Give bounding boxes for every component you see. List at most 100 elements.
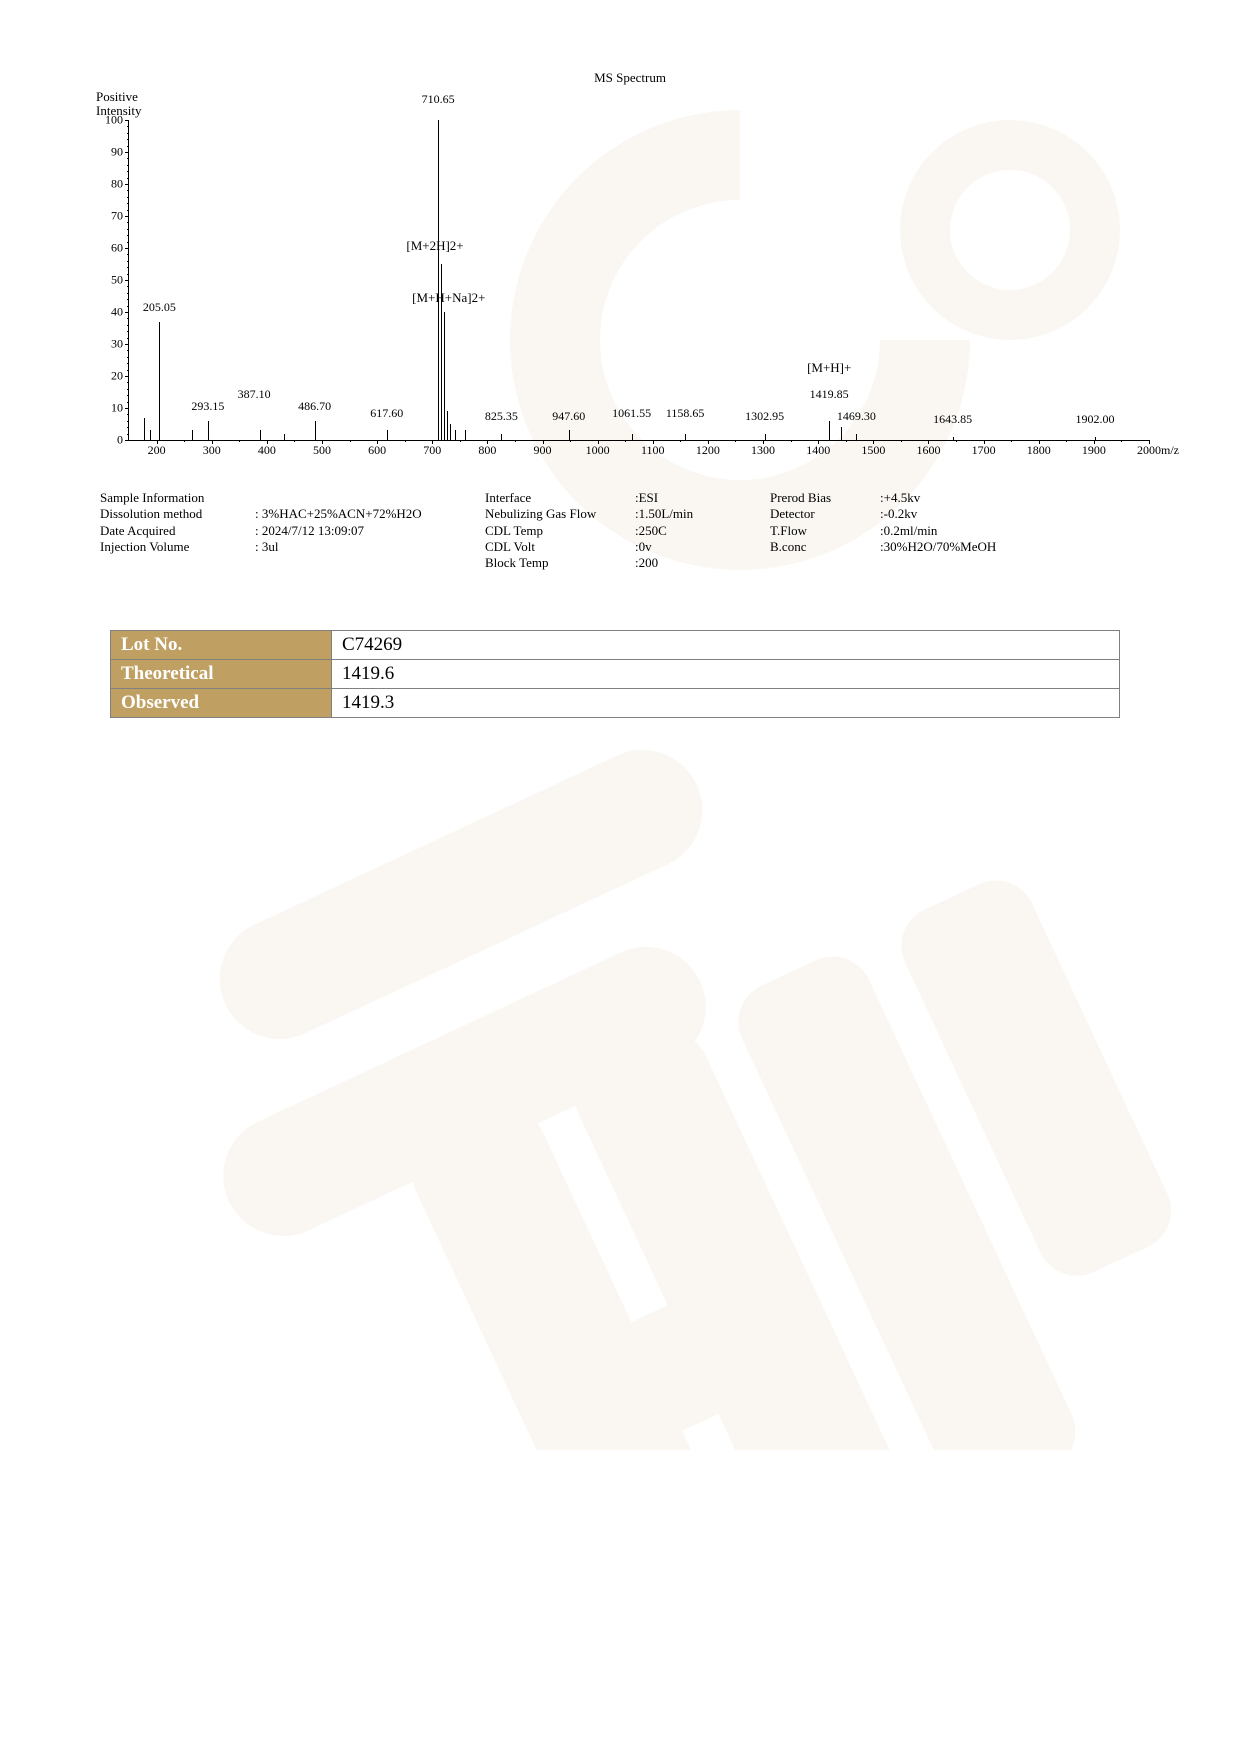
x-tick-label: 2000	[1137, 443, 1161, 458]
x-tick-label: 900	[534, 443, 552, 458]
info-col-1-values: : 3%HAC+25%ACN+72%H2O: 2024/7/12 13:09:0…	[255, 490, 485, 571]
peak	[501, 434, 502, 440]
peak-label: 1643.85	[933, 412, 972, 427]
x-tick-label: 1300	[751, 443, 775, 458]
table-row: Lot No.C74269	[111, 631, 1120, 660]
table-row: Observed1419.3	[111, 689, 1120, 718]
ms-spectrum-chart: MS Spectrum Positive Intensity m/z 01020…	[100, 80, 1160, 500]
peak	[455, 430, 456, 440]
table-row: Theoretical1419.6	[111, 660, 1120, 689]
info-col-2-labels: InterfaceNebulizing Gas FlowCDL TempCDL …	[485, 490, 635, 571]
peak	[438, 120, 439, 440]
info-value: : 3ul	[255, 539, 485, 555]
x-tick-label: 800	[478, 443, 496, 458]
info-value	[255, 490, 485, 506]
result-value: C74269	[332, 631, 1120, 660]
x-tick-label: 1100	[641, 443, 665, 458]
peak	[569, 430, 570, 440]
x-tick-label: 600	[368, 443, 386, 458]
chart-annotation: [M+H]+	[807, 360, 851, 376]
peak	[953, 437, 954, 440]
x-tick-label: 400	[258, 443, 276, 458]
peak	[444, 312, 445, 440]
info-label: CDL Temp	[485, 523, 635, 539]
info-label: Sample Information	[100, 490, 255, 506]
result-label: Lot No.	[111, 631, 332, 660]
info-value: :200	[635, 555, 770, 571]
info-value: : 3%HAC+25%ACN+72%H2O	[255, 506, 485, 522]
peak	[144, 418, 145, 440]
info-value: :30%H2O/70%MeOH	[880, 539, 1040, 555]
peak	[447, 411, 448, 440]
peak	[192, 430, 193, 440]
peak	[632, 434, 633, 440]
info-label: B.conc	[770, 539, 880, 555]
y-tick-label: 90	[101, 145, 123, 160]
info-col-3-labels: Prerod BiasDetectorT.FlowB.conc	[770, 490, 880, 571]
x-tick-label: 300	[203, 443, 221, 458]
peak-label: 825.35	[485, 409, 518, 424]
info-value: :0.2ml/min	[880, 523, 1040, 539]
results-table: Lot No.C74269Theoretical1419.6Observed14…	[110, 630, 1120, 718]
result-label: Observed	[111, 689, 332, 718]
peak	[465, 430, 466, 440]
y-tick-label: 0	[101, 433, 123, 448]
x-axis-label: m/z	[1161, 443, 1179, 458]
info-value: :250C	[635, 523, 770, 539]
chart-annotation: [M+H+Na]2+	[412, 290, 485, 306]
y-tick-label: 20	[101, 369, 123, 384]
result-value: 1419.3	[332, 689, 1120, 718]
peak-label: 1302.95	[745, 409, 784, 424]
peak	[260, 430, 261, 440]
peak	[284, 434, 285, 440]
peak	[841, 427, 842, 440]
peak-label: 387.10	[238, 387, 271, 402]
x-tick-label: 1600	[916, 443, 940, 458]
info-label: Injection Volume	[100, 539, 255, 555]
peak-label: 486.70	[298, 399, 331, 414]
y-tick-label: 50	[101, 273, 123, 288]
info-label: Block Temp	[485, 555, 635, 571]
peak	[450, 424, 451, 440]
info-label: Prerod Bias	[770, 490, 880, 506]
peak	[159, 322, 160, 440]
result-label: Theoretical	[111, 660, 332, 689]
plot-area: m/z 010203040506070809010020030040050060…	[128, 120, 1149, 441]
sample-info-block: Sample InformationDissolution methodDate…	[100, 490, 1160, 571]
info-label: Nebulizing Gas Flow	[485, 506, 635, 522]
info-label: Date Acquired	[100, 523, 255, 539]
info-label: Detector	[770, 506, 880, 522]
info-value: :1.50L/min	[635, 506, 770, 522]
info-value: :0v	[635, 539, 770, 555]
peak	[315, 421, 316, 440]
peak	[150, 430, 151, 440]
info-col-2-values: :ESI:1.50L/min:250C:0v:200	[635, 490, 770, 571]
peak-label: 710.65	[422, 92, 455, 107]
peak-label: 1158.65	[666, 406, 705, 421]
x-tick-label: 1400	[806, 443, 830, 458]
peak-label: 1419.85	[810, 387, 849, 402]
peak-label: 1902.00	[1075, 412, 1114, 427]
peak	[685, 434, 686, 440]
y-tick-label: 100	[101, 113, 123, 128]
y-tick-label: 60	[101, 241, 123, 256]
peak	[387, 430, 388, 440]
x-tick-label: 500	[313, 443, 331, 458]
x-tick-label: 1500	[861, 443, 885, 458]
peak	[765, 434, 766, 440]
y-tick-label: 40	[101, 305, 123, 320]
peak-label: 947.60	[552, 409, 585, 424]
peak	[208, 421, 209, 440]
info-col-1-labels: Sample InformationDissolution methodDate…	[100, 490, 255, 571]
x-tick-label: 1800	[1027, 443, 1051, 458]
y-tick-label: 30	[101, 337, 123, 352]
peak	[1095, 437, 1096, 440]
info-label: CDL Volt	[485, 539, 635, 555]
peak-label: 293.15	[191, 399, 224, 414]
x-tick-label: 1000	[586, 443, 610, 458]
y-tick-label: 70	[101, 209, 123, 224]
peak-label: 1061.55	[612, 406, 651, 421]
x-tick-label: 1700	[972, 443, 996, 458]
result-value: 1419.6	[332, 660, 1120, 689]
x-tick-label: 200	[148, 443, 166, 458]
